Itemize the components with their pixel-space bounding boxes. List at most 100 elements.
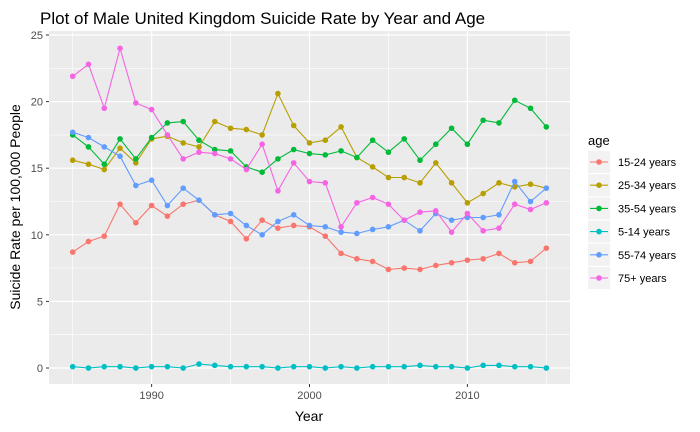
- data-point: [133, 365, 139, 371]
- data-point: [369, 137, 376, 144]
- data-point: [148, 177, 155, 183]
- data-point: [448, 217, 455, 223]
- data-point: [527, 181, 534, 187]
- data-point: [290, 160, 297, 166]
- legend-label: 15-24 years: [618, 157, 677, 169]
- data-point: [417, 266, 423, 273]
- data-point: [180, 156, 186, 162]
- data-point: [85, 238, 92, 245]
- x-tick-label: 1990: [139, 390, 163, 402]
- data-point: [496, 212, 502, 218]
- data-point: [527, 105, 534, 112]
- data-point: [164, 363, 171, 370]
- data-point: [417, 157, 423, 164]
- data-point: [322, 152, 329, 158]
- data-point: [354, 200, 360, 206]
- legend: 15-24 years 25-34 years 35-54 years 5-14 ye…: [588, 151, 677, 289]
- data-point: [69, 249, 76, 255]
- data-point: [211, 212, 218, 218]
- data-point: [290, 212, 297, 218]
- data-point: [322, 224, 329, 230]
- data-point: [164, 132, 171, 138]
- data-point: [117, 136, 123, 142]
- legend-key-point: [596, 159, 602, 165]
- data-point: [243, 222, 250, 229]
- legend-label: 25-34 years: [618, 180, 677, 192]
- data-point: [527, 363, 534, 370]
- data-point: [259, 217, 265, 223]
- legend-key-point: [596, 252, 602, 258]
- data-point: [117, 45, 123, 52]
- chart-title: Plot of Male United Kingdom Suicide Rate…: [40, 9, 485, 28]
- y-tick-label: 20: [31, 97, 43, 109]
- data-point: [69, 157, 76, 164]
- data-point: [306, 140, 313, 146]
- data-point: [133, 182, 139, 189]
- data-point: [275, 225, 281, 231]
- data-point: [101, 233, 108, 239]
- data-point: [448, 180, 455, 186]
- data-point: [433, 262, 439, 269]
- data-point: [401, 136, 408, 142]
- data-point: [101, 144, 108, 150]
- data-point: [543, 365, 550, 371]
- data-point: [480, 255, 486, 262]
- data-point: [180, 201, 186, 207]
- data-point: [543, 245, 550, 251]
- data-point: [101, 161, 108, 168]
- data-point: [227, 125, 234, 132]
- data-point: [243, 166, 250, 173]
- data-point: [338, 148, 344, 154]
- data-point: [385, 149, 392, 156]
- data-point: [306, 178, 313, 185]
- data-point: [543, 124, 550, 130]
- data-point: [543, 200, 550, 206]
- data-point: [322, 365, 329, 371]
- data-point: [496, 180, 502, 186]
- data-point: [480, 117, 486, 124]
- legend-key-point: [596, 205, 602, 212]
- x-tick-label: 2000: [297, 390, 321, 402]
- data-point: [275, 218, 281, 225]
- data-point: [464, 365, 471, 371]
- data-point: [401, 217, 408, 223]
- series-layer: [69, 45, 550, 371]
- data-point: [227, 363, 234, 370]
- data-point: [290, 363, 297, 370]
- data-point: [448, 229, 455, 235]
- data-point: [148, 363, 155, 370]
- data-point: [275, 156, 281, 162]
- data-point: [259, 232, 265, 238]
- data-point: [196, 144, 202, 150]
- data-point: [69, 129, 76, 136]
- data-point: [401, 174, 408, 181]
- data-point: [275, 365, 281, 371]
- data-point: [117, 145, 123, 152]
- data-point: [196, 197, 202, 203]
- data-point: [196, 149, 202, 156]
- data-point: [480, 190, 486, 197]
- data-point: [180, 185, 186, 191]
- data-point: [354, 255, 360, 262]
- data-point: [164, 202, 171, 209]
- data-point: [338, 363, 344, 370]
- data-point: [354, 230, 360, 237]
- legend-key-point: [596, 228, 602, 235]
- data-point: [133, 100, 139, 106]
- data-point: [385, 201, 392, 207]
- data-point: [101, 105, 108, 112]
- data-point: [417, 228, 423, 234]
- data-point: [180, 118, 186, 125]
- data-point: [480, 362, 486, 369]
- y-axis: 0 5 10 15 20 25: [31, 30, 49, 375]
- y-tick-label: 25: [31, 30, 43, 42]
- series-35-54-years: [69, 97, 550, 175]
- data-point: [164, 120, 171, 126]
- data-point: [259, 141, 265, 148]
- data-point: [527, 206, 534, 213]
- data-point: [480, 214, 486, 221]
- data-point: [464, 214, 471, 221]
- data-point: [164, 213, 171, 219]
- data-point: [85, 144, 92, 150]
